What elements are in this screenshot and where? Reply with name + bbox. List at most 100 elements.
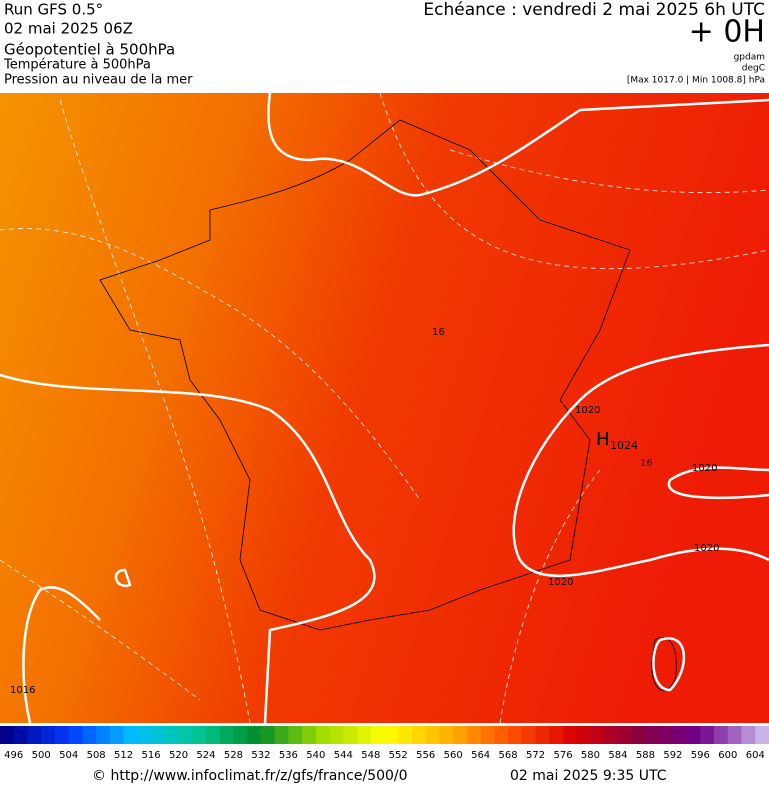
header: Run GFS 0.5° 02 mai 2025 06Z Géopotentie… — [3, 0, 765, 88]
isobar-label: 1020 — [694, 543, 719, 554]
color-swatch — [755, 726, 769, 744]
color-swatch — [672, 726, 688, 744]
color-swatch — [617, 726, 633, 744]
footer: © http://www.infoclimat.fr/z/gfs/france/… — [92, 768, 667, 784]
source-url: © http://www.infoclimat.fr/z/gfs/france/… — [92, 768, 408, 784]
isotherm-label: 16 — [432, 327, 445, 338]
color-swatch — [315, 726, 331, 744]
color-swatch — [631, 726, 646, 744]
color-swatch — [288, 726, 303, 744]
color-swatch — [659, 726, 674, 744]
color-swatch — [425, 726, 440, 744]
color-swatch — [480, 726, 495, 744]
colorbar-label: 596 — [691, 750, 710, 761]
pressure-range: [Max 1017.0 | Min 1008.8] hPa — [627, 76, 765, 86]
colorbar-label: 592 — [663, 750, 682, 761]
isobar-label: 1016 — [10, 685, 35, 696]
color-swatch — [247, 726, 262, 744]
color-swatch — [521, 726, 537, 744]
color-swatch — [123, 726, 138, 744]
colorbar-label: 528 — [224, 750, 243, 761]
high-value: 1024 — [610, 439, 638, 452]
color-swatch — [96, 726, 111, 744]
colorbar-label: 552 — [389, 750, 408, 761]
colorbar-label: 524 — [196, 750, 215, 761]
color-swatch — [714, 726, 729, 744]
isotherm-label: 16 — [640, 458, 653, 469]
colorbar-label: 500 — [32, 750, 51, 761]
valid-time: Echéance : vendredi 2 mai 2025 6h UTC — [423, 0, 765, 20]
colorbar-label: 588 — [636, 750, 655, 761]
color-swatch — [590, 726, 605, 744]
colorbar-label: 520 — [169, 750, 188, 761]
color-swatch — [109, 726, 125, 744]
unit: degC — [742, 64, 765, 74]
colorbar-label: 496 — [4, 750, 23, 761]
color-swatch — [439, 726, 454, 744]
field: Température à 500hPa — [3, 58, 151, 73]
color-swatch — [411, 726, 427, 744]
color-swatch — [576, 726, 591, 744]
color-swatch — [13, 726, 28, 744]
color-swatch — [466, 726, 482, 744]
colorbar-label: 548 — [361, 750, 380, 761]
lead-time: + 0H — [689, 15, 765, 50]
color-swatch — [645, 726, 660, 744]
colorbar-label: 584 — [608, 750, 627, 761]
isotherms — [0, 92, 769, 724]
color-swatch — [54, 726, 70, 744]
issue-time: 02 mai 2025 9:35 UTC — [510, 768, 667, 784]
color-swatch — [357, 726, 372, 744]
colorbar-label: 504 — [59, 750, 78, 761]
run: Run GFS 0.5° — [4, 1, 103, 19]
colorbar-label: 532 — [251, 750, 270, 761]
colorbar-label: 536 — [279, 750, 298, 761]
color-swatch — [82, 726, 97, 744]
colorbar-label: 568 — [499, 750, 518, 761]
colorbar-label: 512 — [114, 750, 133, 761]
color-swatch — [686, 726, 701, 744]
color-swatch — [219, 726, 234, 744]
color-swatch — [508, 726, 523, 744]
colorbar-label: 604 — [746, 750, 765, 761]
contour-labels: H 1024 1020 1020 1020 1020 1016 16 16 — [10, 327, 719, 696]
color-swatch — [164, 726, 180, 744]
colorbar-label: 540 — [306, 750, 325, 761]
colorbar-label: 576 — [553, 750, 572, 761]
field: Géopotentiel à 500hPa — [4, 41, 175, 59]
color-swatch — [700, 726, 715, 744]
colorbar-label: 544 — [334, 750, 353, 761]
color-swatch — [329, 726, 344, 744]
color-swatch — [453, 726, 468, 744]
color-swatch — [68, 726, 83, 744]
colorbar-label: 560 — [444, 750, 463, 761]
colorbar: 496 500 504 508 512 516 520 524 528 532 536 540 544 5… — [0, 726, 769, 761]
color-swatch — [260, 726, 276, 744]
color-swatch — [205, 726, 221, 744]
color-swatch — [741, 726, 756, 744]
colorbar-label: 516 — [142, 750, 161, 761]
colorbar-label: 508 — [87, 750, 106, 761]
color-swatch — [274, 726, 289, 744]
color-swatch — [343, 726, 358, 744]
color-swatch — [151, 726, 166, 744]
high-letter: H — [596, 429, 610, 450]
color-swatch — [549, 726, 564, 744]
color-swatch — [370, 726, 385, 744]
color-swatch — [398, 726, 413, 744]
map: H 1024 1020 1020 1020 1020 1016 16 16 — [0, 92, 769, 724]
isobar-label: 1020 — [575, 405, 600, 416]
colorbar-label: 572 — [526, 750, 545, 761]
colorbar-label: 556 — [416, 750, 435, 761]
color-swatch — [178, 726, 193, 744]
color-swatch — [137, 726, 152, 744]
color-swatch — [302, 726, 317, 744]
isobar-label: 1020 — [692, 463, 717, 474]
color-swatch — [27, 726, 42, 744]
color-swatch — [604, 726, 619, 744]
temperature-field — [0, 93, 769, 723]
colorbar-label: 580 — [581, 750, 600, 761]
color-swatch — [384, 726, 399, 744]
color-swatch — [233, 726, 248, 744]
